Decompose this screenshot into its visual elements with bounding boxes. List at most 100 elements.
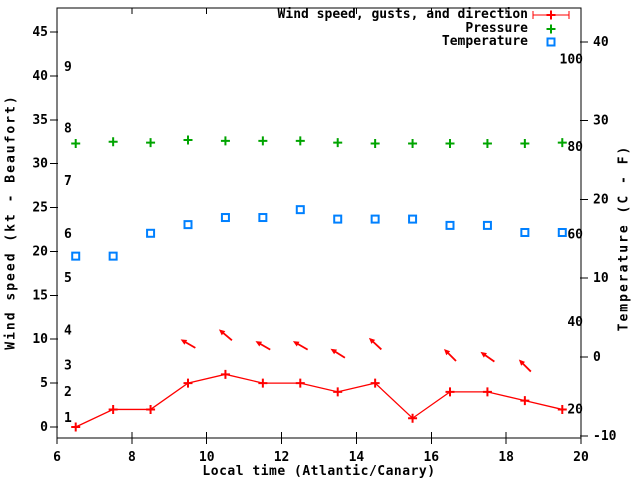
y-axis-right: -10 0 10 20 30 40 20 40 60 80 100 [560, 35, 617, 444]
wind-direction-arrow [371, 340, 382, 351]
kt-tick-label: 0 [40, 420, 48, 435]
kt-tick-label: 15 [32, 288, 48, 303]
wind-direction-arrow [521, 362, 532, 373]
x-tick-label: 16 [423, 450, 439, 465]
beaufort-label: 4 [64, 323, 72, 338]
pressure-point [333, 138, 343, 148]
wind-line [75, 373, 563, 428]
temperature-point [482, 220, 492, 230]
x-axis-title: Local time (Atlantic/Canary) [202, 464, 436, 479]
legend-label-temperature: Temperature [441, 34, 528, 49]
pressure-point [71, 138, 81, 148]
wind-direction-arrow [184, 341, 196, 349]
wind-point [445, 387, 455, 397]
pressure-point [557, 138, 567, 148]
wind-direction-arrowhead [292, 341, 300, 347]
x-tick-label: 12 [274, 450, 290, 465]
beaufort-label: 5 [64, 271, 72, 286]
wind-point [333, 387, 343, 397]
legend: Wind speed, gusts, and direction Pressur… [278, 8, 528, 49]
fahrenheit-label: 20 [567, 403, 583, 418]
wind-series [71, 329, 567, 432]
legend-label-wind: Wind speed, gusts, and direction [277, 7, 528, 22]
wind-direction-arrowhead [330, 348, 338, 355]
plot-frame [56, 7, 582, 439]
pressure-point [408, 138, 418, 148]
kt-tick-label: 35 [32, 113, 48, 128]
wind-direction-arrow [296, 342, 309, 351]
pressure-point [520, 138, 530, 148]
wind-point [295, 378, 305, 388]
wind-point [71, 422, 81, 432]
wind-direction-arrowhead [180, 339, 188, 345]
temperature-series [71, 205, 567, 261]
temperature-point [146, 228, 156, 238]
celsius-tick-label: 40 [593, 35, 609, 50]
y-axis-title-left: Wind speed (kt - Beaufort) [3, 94, 19, 350]
pressure-point [370, 138, 380, 148]
pressure-legend-symbol [546, 24, 556, 34]
beaufort-label: 1 [64, 411, 72, 426]
pressure-point [220, 136, 230, 146]
wind-legend-plus [546, 10, 556, 20]
celsius-tick-label: 0 [593, 350, 601, 365]
x-tick-label: 14 [349, 450, 365, 465]
wind-direction-arrowhead [518, 359, 526, 366]
wind-point [370, 378, 380, 388]
legend-label-pressure: Pressure [465, 20, 528, 36]
pressure-point [258, 136, 268, 146]
wind-point [557, 404, 567, 414]
x-axis: 6 8 10 12 14 16 18 20 [53, 8, 589, 465]
kt-tick-label: 5 [40, 376, 48, 391]
temperature-point [370, 214, 380, 224]
wind-direction-arrowhead [255, 341, 263, 347]
legend-symbols [532, 10, 570, 47]
wind-point [258, 378, 268, 388]
wind-point [482, 387, 492, 397]
fahrenheit-label: 60 [567, 227, 583, 242]
wind-point [108, 404, 118, 414]
temperature-point [520, 227, 530, 237]
wind-point [520, 396, 530, 406]
x-tick-label: 10 [199, 450, 215, 465]
temperature-legend-symbol [546, 37, 556, 47]
wind-point [183, 378, 193, 388]
kt-tick-label: 40 [32, 69, 48, 84]
fahrenheit-label: 100 [560, 52, 584, 67]
beaufort-label: 2 [64, 385, 72, 400]
wind-direction-arrow [334, 350, 346, 359]
wind-point [146, 404, 156, 414]
wind-direction-arrow [259, 342, 271, 351]
celsius-tick-label: 20 [593, 192, 609, 207]
wind-direction-arrowhead [480, 351, 487, 358]
temperature-point [71, 251, 81, 261]
pressure-point [183, 135, 193, 145]
temperature-point [258, 213, 268, 223]
wind-point [220, 369, 230, 379]
temperature-point [220, 213, 230, 223]
wind-direction-arrow [222, 331, 233, 341]
pressure-point [295, 136, 305, 146]
beaufort-label: 3 [64, 359, 72, 374]
wind-direction-arrow [446, 351, 457, 362]
temperature-point [408, 214, 418, 224]
pressure-point [482, 138, 492, 148]
temperature-point [183, 220, 193, 230]
wind-direction-arrow [484, 354, 495, 363]
temperature-point [108, 251, 118, 261]
kt-tick-label: 45 [32, 25, 48, 40]
pressure-point [146, 138, 156, 148]
beaufort-label: 9 [64, 60, 72, 75]
pressure-point [445, 138, 455, 148]
temperature-point [333, 214, 343, 224]
wind-direction-arrowhead [368, 337, 376, 344]
temperature-point [445, 220, 455, 230]
beaufort-label: 8 [64, 122, 72, 137]
pressure-point [108, 137, 118, 147]
wind-point [408, 413, 418, 423]
x-tick-label: 8 [128, 450, 136, 465]
x-tick-label: 18 [498, 450, 514, 465]
